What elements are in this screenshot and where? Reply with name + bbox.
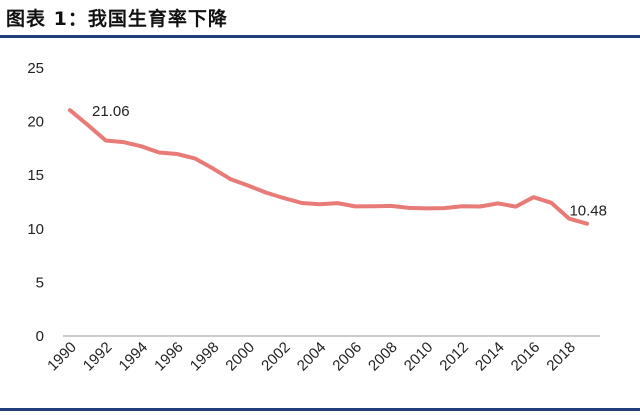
data-labels: 21.06 10.48 <box>92 103 607 219</box>
x-tick-label: 2016 <box>508 339 544 375</box>
x-tick-label: 1990 <box>44 339 80 375</box>
x-tick-label: 2010 <box>401 339 437 375</box>
x-tick-label: 2018 <box>543 339 579 375</box>
title-divider <box>0 35 640 38</box>
x-tick-label: 1994 <box>116 339 152 375</box>
chart-title: 图表 1：我国生育率下降 <box>6 8 228 30</box>
x-tick-label: 1996 <box>151 339 187 375</box>
title-bar: 图表 1：我国生育率下降 <box>0 0 640 38</box>
x-tick-label: 2008 <box>365 339 401 375</box>
y-tick-label: 25 <box>27 60 44 77</box>
series-layer <box>68 108 589 226</box>
y-tick-label: 0 <box>36 328 44 345</box>
x-tick-label: 2012 <box>436 339 472 375</box>
y-tick-label: 15 <box>27 167 44 184</box>
x-tick-label: 1998 <box>187 339 223 375</box>
x-tick-label: 2002 <box>258 339 294 375</box>
y-tick-label: 10 <box>27 221 44 238</box>
x-tick-label: 2000 <box>222 339 258 375</box>
y-tick-label: 20 <box>27 114 44 131</box>
bottom-divider <box>0 408 640 411</box>
y-tick-label: 5 <box>36 274 44 291</box>
series-line <box>68 108 589 226</box>
data-label: 10.48 <box>569 203 607 220</box>
x-tick-label: 1992 <box>80 339 116 375</box>
data-label: 21.06 <box>92 103 130 120</box>
x-tick-label: 2006 <box>329 339 365 375</box>
x-tick-label: 2004 <box>294 339 330 375</box>
x-tick-label: 2014 <box>472 339 508 375</box>
